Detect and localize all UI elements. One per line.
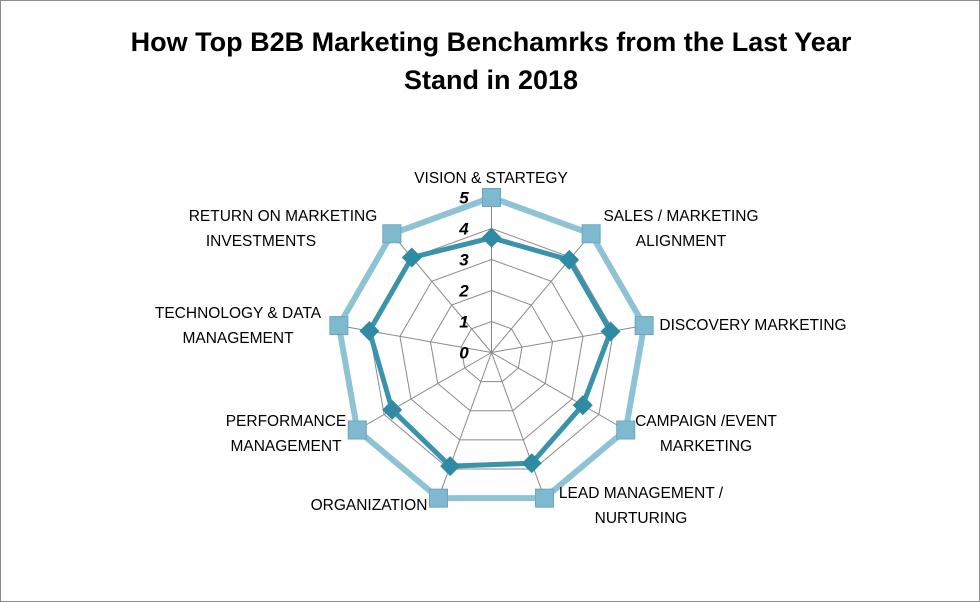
- category-label: ALIGNMENT: [636, 233, 727, 250]
- data-point-diamond: [559, 249, 580, 270]
- data-point-square: [382, 224, 402, 244]
- data-point-square: [616, 420, 636, 440]
- category-label: ORGANIZATION: [311, 497, 428, 514]
- grid-spoke: [491, 352, 545, 499]
- category-label: PERFORMANCE: [226, 413, 347, 430]
- grid-spoke: [491, 352, 626, 431]
- chart-title-line-2: Stand in 2018: [403, 65, 579, 95]
- category-label: RETURN ON MARKETING: [189, 208, 378, 225]
- category-label: NURTURING: [595, 510, 688, 527]
- data-point-square: [535, 488, 555, 508]
- category-label: INVESTMENTS: [206, 233, 316, 250]
- grid-ring: [429, 289, 554, 412]
- data-point-square: [428, 488, 448, 508]
- grid-spoke: [357, 352, 492, 431]
- data-point-square: [329, 316, 349, 336]
- data-point-diamond: [572, 395, 593, 416]
- category-label: MARKETING: [660, 438, 752, 455]
- grid-spoke: [491, 325, 645, 353]
- category-label: VISION & STARTEGY: [414, 170, 568, 187]
- grid-spoke: [438, 352, 492, 499]
- data-point-diamond: [382, 399, 403, 420]
- category-label: LEAD MANAGEMENT /: [559, 485, 724, 502]
- tick-label: 4: [458, 220, 469, 239]
- data-point-diamond: [600, 321, 621, 342]
- category-label: MANAGEMENT: [182, 330, 294, 347]
- data-point-diamond: [521, 453, 542, 474]
- data-point-square: [634, 316, 654, 336]
- series-line: [366, 235, 614, 469]
- chart-title: How Top B2B Marketing Benchamrks from th…: [1, 23, 979, 99]
- tick-label: 5: [459, 189, 469, 208]
- data-point-diamond: [401, 247, 422, 268]
- data-point-square: [581, 224, 601, 244]
- data-point-square: [482, 188, 501, 207]
- data-point-diamond: [481, 227, 502, 248]
- data-point-diamond: [359, 320, 380, 341]
- tick-label: 2: [458, 282, 469, 301]
- grid-ring: [399, 258, 584, 441]
- grid-spoke: [491, 233, 592, 353]
- tick-label: 3: [459, 251, 469, 270]
- series-line: [335, 194, 648, 502]
- chart-title-line-1: How Top B2B Marketing Benchamrks from th…: [130, 27, 852, 57]
- tick-label: 1: [459, 313, 468, 332]
- category-label: DISCOVERY MARKETING: [659, 317, 846, 334]
- data-point-square: [347, 420, 367, 440]
- category-label: TECHNOLOGY & DATA: [155, 305, 322, 322]
- grid-ring: [460, 320, 523, 383]
- category-label: MANAGEMENT: [230, 438, 342, 455]
- category-label: SALES / MARKETING: [603, 208, 758, 225]
- tick-label: 0: [459, 344, 469, 363]
- data-point-diamond: [440, 456, 461, 477]
- category-label: CAMPAIGN /EVENT: [635, 413, 777, 430]
